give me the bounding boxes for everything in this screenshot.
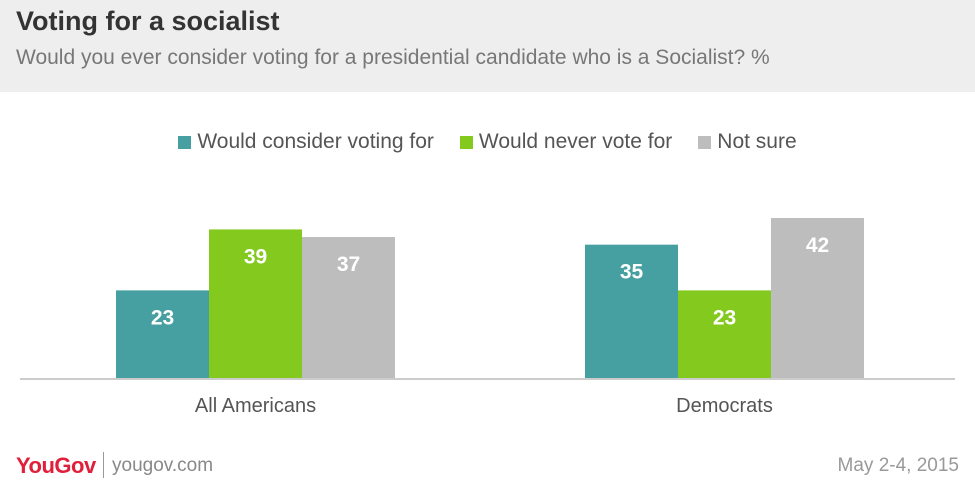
footer-date: May 2-4, 2015	[837, 455, 959, 476]
chart-subtitle: Would you ever consider voting for a pre…	[16, 46, 770, 69]
data-label-all-americans-would-never-vote-for: 39	[244, 245, 267, 268]
legend-swatch-would-never	[459, 135, 473, 149]
data-label-democrats-not-sure: 42	[806, 234, 829, 257]
chart-title: Voting for a socialist	[16, 6, 280, 36]
legend-item-would-never: Would never vote for	[459, 130, 673, 154]
data-label-democrats-would-consider-voting-for: 35	[620, 261, 644, 284]
chart-header: Voting for a socialist Would you ever co…	[0, 0, 975, 92]
bar-chart: 23 39 37 All Americans 35 23 42 Democrats	[20, 218, 955, 417]
legend-item-would-consider: Would consider voting for	[178, 130, 434, 154]
legend-swatch-would-consider	[178, 135, 192, 149]
bar-democrats-would-never-vote-for	[678, 290, 771, 378]
data-label-all-americans-not-sure: 37	[337, 253, 360, 276]
data-label-democrats-would-never-vote-for: 23	[713, 306, 736, 329]
legend-label-would-never: Would never vote for	[478, 130, 673, 153]
bar-all-americans-would-never-vote-for	[209, 229, 302, 378]
legend-label-not-sure: Not sure	[717, 130, 797, 153]
bar-all-americans-would-consider-voting-for	[116, 290, 209, 378]
footer-divider	[103, 452, 104, 478]
data-label-all-americans-would-consider-voting-for: 23	[151, 306, 174, 329]
footer-site-link[interactable]: yougov.com	[112, 455, 214, 476]
legend: Would consider voting for Would never vo…	[0, 126, 975, 158]
legend-swatch-not-sure	[698, 135, 712, 149]
bar-democrats-not-sure	[771, 218, 864, 378]
yougov-logo: YouGov	[16, 453, 96, 478]
bar-democrats-would-consider-voting-for	[585, 244, 678, 378]
category-label-all-americans: All Americans	[195, 395, 316, 417]
bar-all-americans-not-sure	[302, 237, 395, 378]
category-label-democrats: Democrats	[676, 395, 773, 417]
legend-label-would-consider: Would consider voting for	[197, 130, 434, 153]
legend-item-not-sure: Not sure	[698, 130, 797, 154]
